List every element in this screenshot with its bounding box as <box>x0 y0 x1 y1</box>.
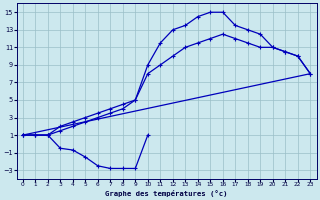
X-axis label: Graphe des températures (°c): Graphe des températures (°c) <box>105 190 228 197</box>
